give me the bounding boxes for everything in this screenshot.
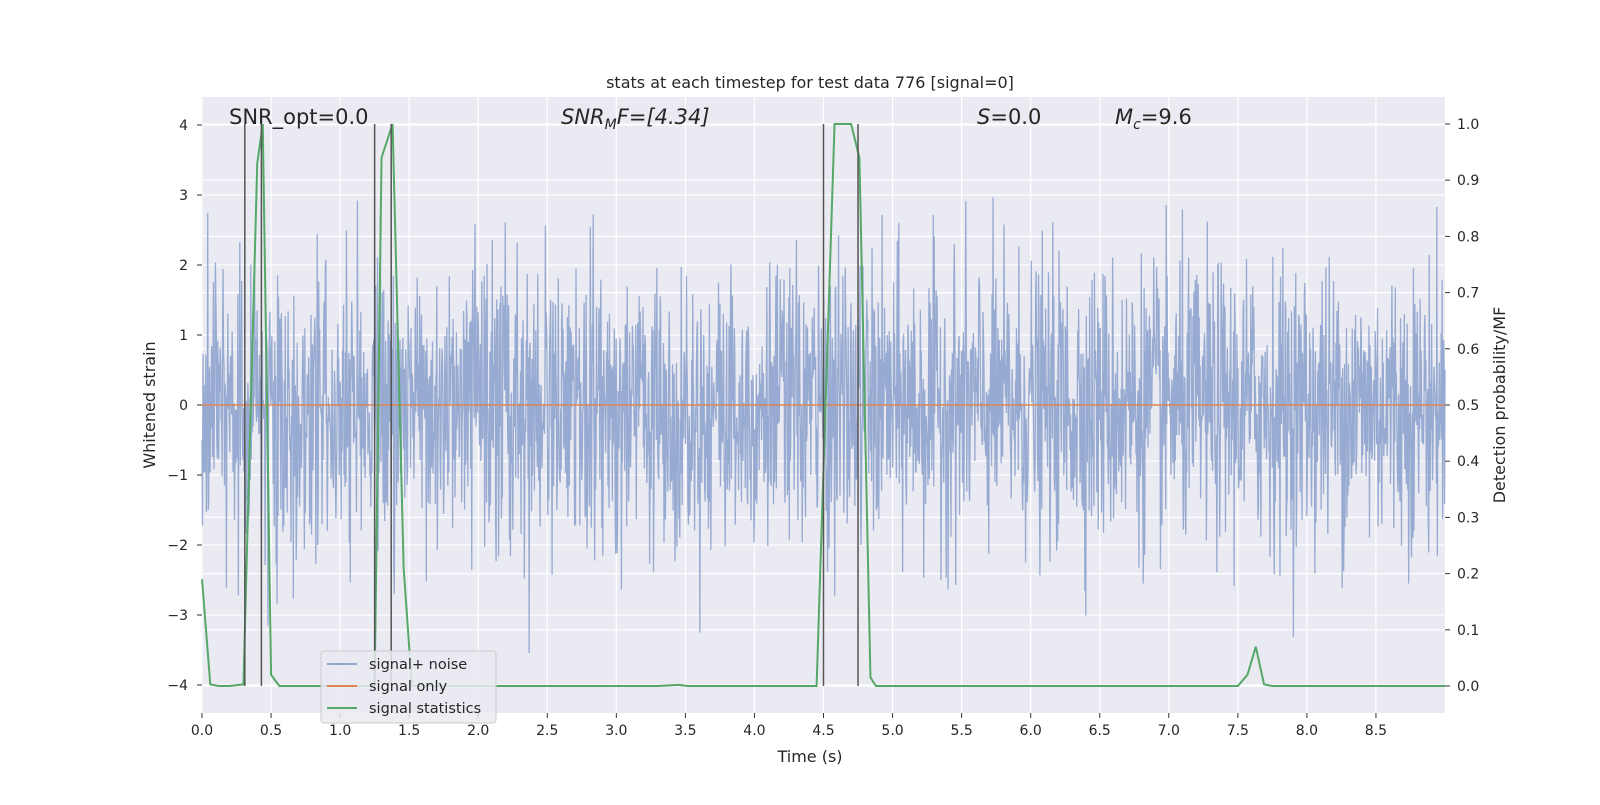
y-left-tick-label: −4 (167, 678, 188, 694)
x-tick-label: 1.5 (398, 723, 420, 739)
x-tick-label: 8.5 (1365, 723, 1387, 739)
x-tick-label: 5.5 (950, 723, 972, 739)
x-tick-label: 3.5 (674, 723, 696, 739)
x-tick-label: 4.5 (812, 723, 834, 739)
y-right-tick-label: 0.0 (1457, 679, 1479, 695)
x-tick-label: 0.0 (191, 723, 213, 739)
annotation-snr-mf-sub: M (605, 117, 617, 133)
markers-layer (244, 123, 859, 687)
chart-title: stats at each timestep for test data 776… (606, 73, 1014, 92)
y-axis-right-label: Detection probability/MF (1490, 307, 1509, 504)
legend-label-noise: signal+ noise (369, 657, 467, 673)
legend: signal+ noise signal only signal statist… (320, 650, 497, 724)
x-tick-label: 0.5 (260, 723, 282, 739)
ticks-layer: 0.0 0.5 1.0 1.5 2.0 2.5 3.0 3.5 4.0 4.5 5.0 5.5 6.0 6… (167, 117, 1479, 739)
x-tick-label: 7.5 (1227, 723, 1249, 739)
y-right-tick-label: 0.5 (1457, 398, 1479, 414)
x-tick-label: 1.0 (329, 723, 351, 739)
y-right-tick-label: 0.6 (1457, 342, 1479, 358)
x-tick-label: 3.0 (605, 723, 627, 739)
annotation-s-tail: =0.0 (990, 105, 1041, 129)
x-tick-label: 6.5 (1089, 723, 1111, 739)
y-left-tick-label: 3 (179, 188, 188, 204)
x-axis-label: Time (s) (776, 747, 842, 766)
legend-label-statistics: signal statistics (369, 701, 481, 717)
y-right-tick-label: 0.8 (1457, 229, 1479, 245)
signal-statistics-line (201, 122, 1445, 688)
annotation-mc-tail: =9.6 (1141, 105, 1192, 129)
annotation-mc: Mc=9.6 (1115, 105, 1192, 133)
legend-label-signal-only: signal only (369, 679, 448, 695)
x-tick-label: 7.0 (1158, 723, 1180, 739)
y-right-tick-label: 0.7 (1457, 286, 1479, 302)
x-tick-label: 5.0 (881, 723, 903, 739)
y-left-tick-label: 0 (179, 398, 188, 414)
legend-box (320, 650, 497, 724)
y-right-tick-label: 1.0 (1457, 117, 1479, 133)
y-right-tick-label: 0.2 (1457, 567, 1479, 583)
y-left-tick-label: 4 (179, 118, 188, 134)
x-tick-label: 2.0 (467, 723, 489, 739)
y-right-tick-label: 0.4 (1457, 454, 1479, 470)
y-right-tick-label: 0.1 (1457, 623, 1479, 639)
y-left-tick-label: −1 (167, 468, 188, 484)
x-tick-label: 6.0 (1020, 723, 1042, 739)
x-tick-label: 4.0 (743, 723, 765, 739)
annotation-mc-sub: c (1133, 117, 1141, 133)
annotation-snr-mf-tail: F=[4.34] (617, 105, 710, 129)
annotation-snr-mf: SNRMF=[4.34] (561, 105, 710, 133)
y-right-tick-label: 0.3 (1457, 510, 1479, 526)
x-tick-label: 2.5 (536, 723, 558, 739)
x-tick-label: 8.0 (1296, 723, 1318, 739)
annotation-s: S=0.0 (977, 105, 1041, 129)
y-left-tick-label: −2 (167, 538, 188, 554)
y-left-tick-label: 1 (179, 328, 188, 344)
annotation-snr-mf-main: SNR (561, 105, 605, 129)
y-axis-left-label: Whitened strain (140, 341, 159, 468)
annotation-s-main: S (977, 105, 990, 129)
y-left-tick-label: 2 (179, 258, 188, 274)
y-left-tick-label: −3 (167, 608, 188, 624)
annotation-mc-main: M (1115, 105, 1133, 129)
annotation-snr-opt: SNR_opt=0.0 (229, 105, 369, 130)
y-right-tick-label: 0.9 (1457, 173, 1479, 189)
